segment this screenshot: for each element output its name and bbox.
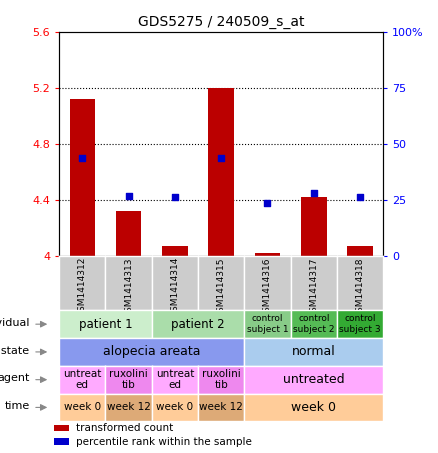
Bar	[162, 246, 187, 256]
Text: control
subject 2: control subject 2	[293, 314, 335, 334]
Text: individual: individual	[0, 318, 30, 328]
Text: untreat
ed: untreat ed	[155, 369, 194, 390]
Title: GDS5275 / 240509_s_at: GDS5275 / 240509_s_at	[138, 15, 304, 29]
Text: GSM1414313: GSM1414313	[124, 257, 133, 318]
Bar	[54, 439, 69, 445]
Text: ruxolini
tib: ruxolini tib	[202, 369, 240, 390]
Text: GSM1414314: GSM1414314	[170, 257, 180, 318]
Bar	[301, 197, 326, 256]
Text: week 12: week 12	[106, 402, 151, 412]
Text: patient 2: patient 2	[171, 318, 225, 331]
Bar	[208, 88, 234, 256]
Point	[171, 193, 178, 201]
Point	[357, 193, 364, 201]
Bar	[54, 425, 69, 431]
Point	[79, 154, 86, 161]
Bar	[70, 99, 95, 256]
Text: normal: normal	[292, 346, 336, 358]
Text: GSM1414315: GSM1414315	[217, 257, 226, 318]
Text: untreated: untreated	[283, 373, 345, 386]
Text: week 0: week 0	[156, 402, 194, 412]
Point	[264, 199, 271, 206]
Text: alopecia areata: alopecia areata	[103, 346, 201, 358]
Text: disease state: disease state	[0, 346, 30, 356]
Bar	[116, 211, 141, 256]
Text: GSM1414316: GSM1414316	[263, 257, 272, 318]
Bar	[347, 246, 373, 256]
Text: control
subject 3: control subject 3	[339, 314, 381, 334]
Text: GSM1414317: GSM1414317	[309, 257, 318, 318]
Text: week 12: week 12	[199, 402, 243, 412]
Point	[125, 192, 132, 199]
Text: control
subject 1: control subject 1	[247, 314, 288, 334]
Text: patient 1: patient 1	[78, 318, 132, 331]
Point	[218, 154, 225, 161]
Text: GSM1414318: GSM1414318	[356, 257, 364, 318]
Bar	[255, 253, 280, 256]
Text: week 0: week 0	[64, 402, 101, 412]
Text: time: time	[4, 401, 30, 411]
Text: ruxolini
tib: ruxolini tib	[109, 369, 148, 390]
Point	[310, 189, 317, 197]
Text: untreat
ed: untreat ed	[63, 369, 102, 390]
Text: week 0: week 0	[291, 401, 336, 414]
Text: transformed count: transformed count	[76, 423, 173, 433]
Text: percentile rank within the sample: percentile rank within the sample	[76, 437, 252, 447]
Text: GSM1414312: GSM1414312	[78, 257, 87, 318]
Text: agent: agent	[0, 373, 30, 383]
